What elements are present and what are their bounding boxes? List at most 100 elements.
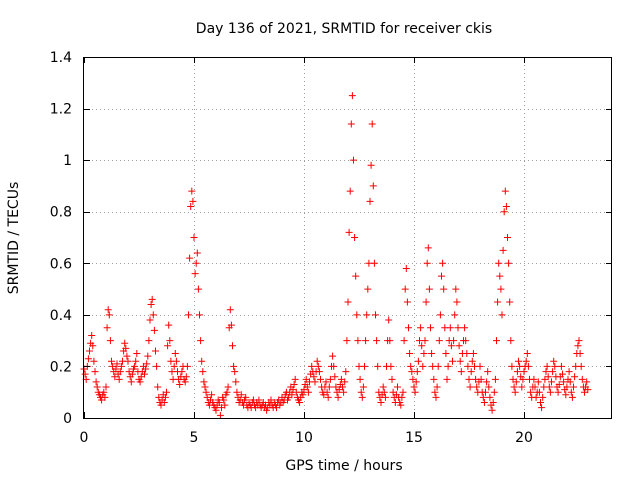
data-point [424,244,432,252]
data-point [496,272,504,280]
data-point [183,362,191,370]
data-point [406,350,414,358]
data-point [367,161,375,169]
data-point [571,373,579,381]
plot-frame [83,57,612,419]
data-point [231,368,239,376]
data-point [508,362,516,370]
data-point [377,399,385,407]
data-point [143,360,151,368]
data-point [442,350,450,358]
data-point [317,375,324,383]
data-point [544,373,552,381]
data-point [567,388,575,396]
data-point [555,380,563,388]
data-point [223,388,231,396]
data-point [141,370,148,378]
data-point [229,342,236,350]
data-point [133,350,141,358]
data-point [81,370,89,378]
data-point [484,368,492,376]
data-point [557,362,565,370]
data-point [124,357,132,365]
data-point [185,311,192,319]
data-point [178,368,186,376]
data-point [485,383,493,391]
data-point [398,393,406,401]
data-point [500,208,508,216]
data-point [469,350,477,358]
data-point [330,362,338,370]
data-point [444,362,452,370]
data-point [450,337,458,345]
data-point [435,337,443,345]
data-point [520,368,528,376]
data-point [131,362,139,370]
data-point [197,337,205,345]
data-point [359,383,367,391]
data-point [322,378,330,386]
data-point [106,337,114,345]
data-point [483,378,491,386]
data-point [370,259,378,267]
data-point [192,259,200,267]
y-axis-label: SRMTID / TECUs [6,182,22,295]
data-point [443,375,451,383]
data-point [548,378,555,386]
data-point [504,234,511,241]
data-series [80,92,592,419]
data-point [480,399,488,407]
data-point [436,311,444,319]
data-point [233,388,241,396]
data-point [385,316,393,324]
data-point [356,375,364,383]
data-point [374,362,382,370]
data-point [369,182,377,190]
data-point [117,362,125,370]
y-tick-label: 0.4 [50,308,72,324]
data-point [150,326,158,334]
data-point [171,350,179,358]
data-point [313,357,321,365]
data-point [132,357,140,365]
data-point [578,375,586,383]
data-point [495,259,503,267]
data-point [100,388,108,396]
data-point [560,378,568,386]
data-point [538,404,546,412]
data-point [170,362,178,370]
data-point [172,357,180,365]
data-point [464,362,472,370]
data-point [456,357,464,365]
data-point [196,311,203,319]
data-point [311,378,319,386]
data-point [394,383,401,391]
data-point [363,311,371,319]
data-point [563,383,571,391]
y-tick-label: 1.4 [50,50,72,66]
data-point [482,388,489,396]
data-point [142,365,150,373]
data-point [477,375,485,383]
data-point [577,362,585,370]
data-point [115,375,123,383]
data-point [439,259,447,267]
data-point [479,393,487,401]
data-point [92,378,100,386]
grid-lines [84,57,612,418]
data-point [165,321,173,329]
data-point [342,368,350,376]
data-point [314,362,322,370]
data-point [176,380,184,388]
data-point [425,285,433,293]
data-point [453,298,461,306]
data-point [182,373,190,381]
data-point [193,249,201,257]
y-tick-label: 1.2 [50,102,72,118]
data-point [400,337,408,345]
axis-ticks [84,57,612,419]
data-point [346,187,354,195]
data-point [583,378,591,386]
data-point [147,301,155,309]
data-point [215,399,223,407]
